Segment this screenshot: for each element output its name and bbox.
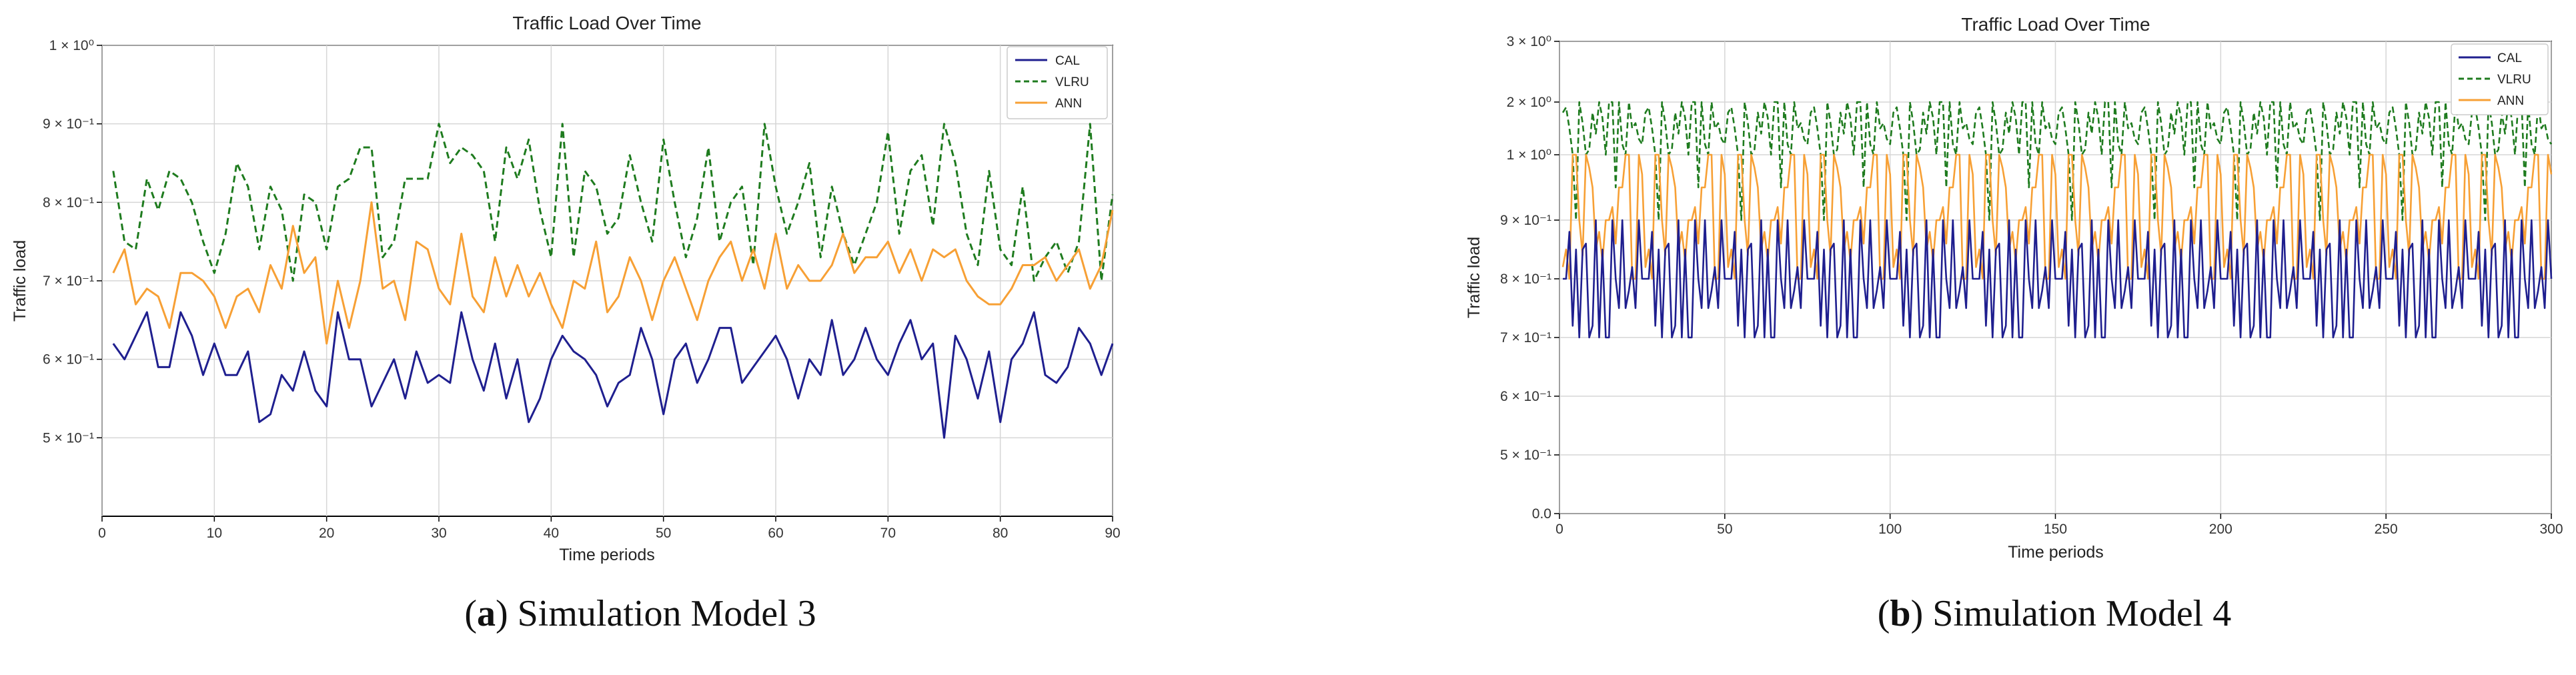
caption-b-letter: b	[1890, 593, 1911, 634]
chart-a: Traffic Load Over Time Time periods Traf…	[11, 13, 1121, 564]
chart-a-x-tick-label: 30	[431, 526, 446, 541]
chart-a-y-tick-label: 6 × 10⁻¹	[43, 352, 94, 368]
chart-a-x-tick-label: 50	[656, 526, 671, 541]
chart-a-y-axis-label: Traffic load	[11, 240, 29, 321]
chart-a-legend: CAL VLRU ANN	[1007, 46, 1108, 119]
caption-a: (a) Simulation Model 3	[374, 592, 907, 639]
chart-b-legend: CAL VLRU ANN	[2451, 43, 2549, 115]
chart-b-x-tick-label: 100	[1878, 522, 1902, 537]
chart-b: Traffic Load Over Time Time periods Traf…	[1465, 14, 2563, 562]
chart-b-x-tick-label: 150	[2044, 522, 2067, 537]
chart-a-series	[112, 123, 1114, 439]
chart-b-x-tick-label: 300	[2539, 522, 2563, 537]
chart-b-title: Traffic Load Over Time	[1961, 14, 2150, 35]
chart-b-y-tick-label: 3 × 10⁰	[1507, 34, 1551, 49]
chart-a-y-tick-label: 5 × 10⁻¹	[43, 430, 94, 446]
chart-b-x-tick-label: 0	[1555, 522, 1563, 537]
caption-b-text: ) Simulation Model 4	[1910, 593, 2232, 634]
chart-b-series	[1561, 101, 2553, 339]
chart-a-y-tick-label: 9 × 10⁻¹	[43, 117, 94, 132]
caption-a-letter: a	[477, 593, 496, 634]
chart-a-x-tick-label: 20	[319, 526, 334, 541]
chart-b-x-tick-label: 200	[2209, 522, 2232, 537]
chart-b-x-tick-label: 250	[2375, 522, 2398, 537]
chart-b-y-tick-label: 2 × 10⁰	[1507, 95, 1551, 110]
caption-b: (b) Simulation Model 4	[1788, 592, 2321, 639]
chart-b-legend-box	[2451, 43, 2549, 115]
chart-b-x-tick-label: 50	[1717, 522, 1732, 537]
chart-a-y-tick-label: 8 × 10⁻¹	[43, 195, 94, 210]
chart-a-series-cal	[112, 311, 1114, 439]
chart-a-legend-box	[1007, 46, 1108, 119]
caption-a-text: ) Simulation Model 3	[496, 593, 816, 634]
chart-a-x-tick-label: 40	[544, 526, 559, 541]
chart-a-x-tick-label: 80	[993, 526, 1008, 541]
chart-b-y-axis-label: Traffic load	[1465, 237, 1483, 318]
chart-a-legend-label: ANN	[1055, 97, 1082, 111]
chart-a-legend-label: VLRU	[1055, 75, 1089, 89]
chart-b-series-cal	[1563, 219, 2553, 339]
chart-b-series-ann	[1561, 153, 2553, 280]
chart-a-ticks: 0 10 20 30 40 50 60 70 80 90 5 × 10⁻¹ 6 × 10⁻¹ 7 × 1…	[43, 38, 1121, 541]
chart-b-y-tick-label: 8 × 10⁻¹	[1500, 271, 1551, 287]
chart-a-x-tick-label: 60	[768, 526, 783, 541]
chart-a-x-tick-label: 90	[1105, 526, 1120, 541]
chart-a-legend-label: CAL	[1055, 54, 1080, 68]
chart-b-series-vlru	[1561, 101, 2553, 221]
chart-b-legend-label: VLRU	[2497, 73, 2531, 87]
chart-b-legend-label: ANN	[2497, 94, 2524, 108]
caption-a-open: (	[464, 593, 477, 634]
chart-a-x-tick-label: 10	[207, 526, 222, 541]
chart-b-y-tick-label: 7 × 10⁻¹	[1500, 330, 1551, 346]
chart-a-series-vlru	[112, 123, 1114, 282]
chart-a-y-tick-label: 7 × 10⁻¹	[43, 273, 94, 289]
chart-b-legend-label: CAL	[2497, 51, 2522, 65]
chart-a-title: Traffic Load Over Time	[512, 13, 701, 33]
chart-b-y-tick-label: 1 × 10⁰	[1507, 147, 1551, 163]
chart-a-grid	[101, 45, 1113, 516]
chart-a-x-axis-label: Time periods	[559, 546, 655, 564]
chart-b-y-tick-label: 9 × 10⁻¹	[1500, 213, 1551, 228]
chart-b-x-axis-label: Time periods	[2008, 543, 2104, 562]
chart-b-y-tick-label: 5 × 10⁻¹	[1500, 448, 1551, 463]
chart-a-series-ann	[112, 201, 1114, 345]
chart-a-x-tick-label: 0	[98, 526, 106, 541]
chart-b-ticks: 0 50 100 150 200 250 300 0.0 5 × 10⁻¹ 6 × 10⁻¹ 7 ×…	[1500, 34, 2563, 537]
chart-a-y-tick-label: 1 × 10⁰	[49, 38, 94, 53]
chart-a-x-tick-label: 70	[880, 526, 896, 541]
chart-b-y-tick-label: 0.0	[1532, 506, 1551, 522]
caption-b-open: (	[1877, 593, 1890, 634]
chart-b-y-tick-label: 6 × 10⁻¹	[1500, 389, 1551, 404]
